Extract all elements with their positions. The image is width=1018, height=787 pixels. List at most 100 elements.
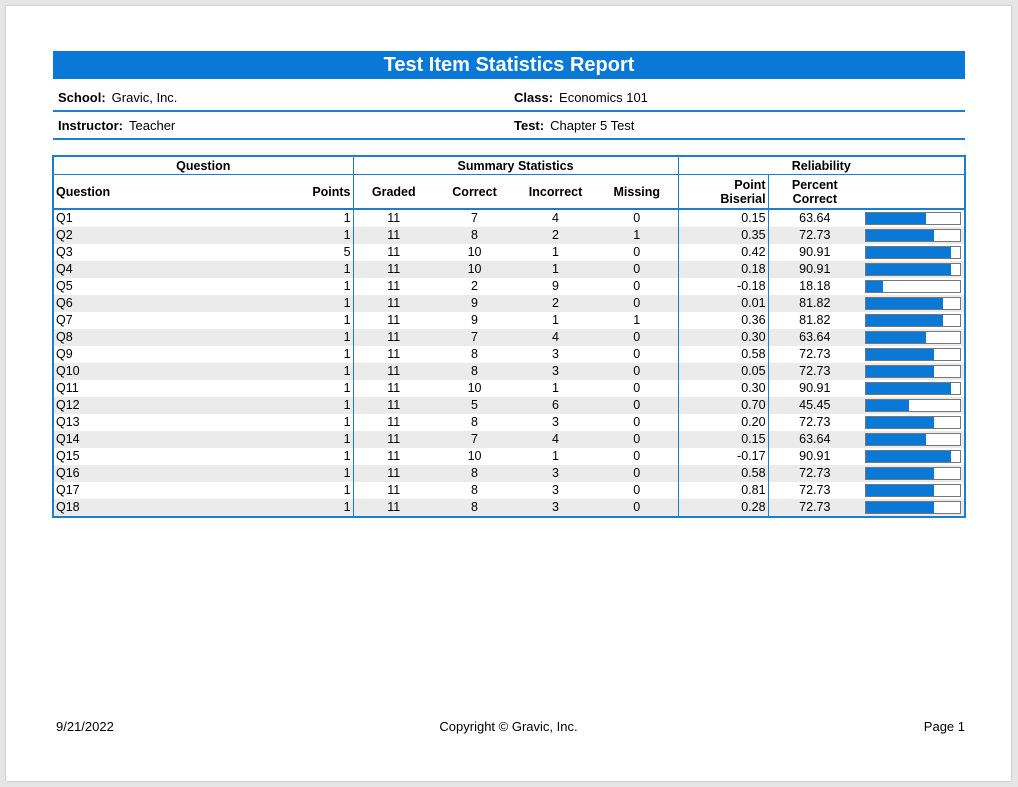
question-cell: Q12 — [53, 397, 273, 414]
question-cell: Q2 — [53, 227, 273, 244]
col-points: Points — [273, 174, 354, 210]
point-biserial-cell: 0.42 — [678, 244, 769, 261]
percent-correct-cell: 90.91 — [799, 449, 831, 463]
table-row: Q12 1 11 5 6 0 0.70 45.45 — [53, 397, 965, 414]
correct-cell: 10 — [467, 245, 482, 259]
point-biserial-cell: 0.01 — [678, 295, 769, 312]
table-row: Q17 1 11 8 3 0 0.81 72.73 — [53, 482, 965, 499]
point-biserial-cell: 0.20 — [678, 414, 769, 431]
point-biserial-cell: 0.30 — [678, 329, 769, 346]
percent-correct-cell: 63.64 — [768, 329, 862, 346]
missing-cell: 0 — [596, 346, 679, 363]
percent-bar — [865, 246, 961, 259]
points-cell: 1 — [273, 227, 354, 244]
col-percent-bar — [861, 174, 965, 210]
table-row: Q13 1 11 8 3 0 0.20 72.73 — [53, 414, 965, 431]
points-cell: 1 — [273, 278, 354, 295]
percent-bar-fill — [866, 383, 952, 394]
question-cell: Q15 — [56, 449, 80, 463]
percent-bar-cell — [861, 227, 965, 244]
points-cell: 1 — [273, 329, 354, 346]
points-cell: 1 — [273, 448, 354, 465]
incorrect-cell: 4 — [552, 211, 559, 225]
percent-bar-fill — [866, 281, 884, 292]
instructor-value: Teacher — [129, 118, 176, 133]
percent-bar-fill — [866, 417, 935, 428]
percent-bar — [865, 263, 961, 276]
missing-cell: 0 — [596, 261, 679, 278]
point-biserial-cell: 0.70 — [678, 397, 769, 414]
correct-cell: 8 — [434, 363, 516, 380]
percent-bar — [865, 501, 961, 514]
question-cell: Q9 — [56, 347, 73, 361]
incorrect-cell: 1 — [552, 449, 559, 463]
points-cell: 1 — [273, 312, 354, 329]
graded-cell: 11 — [387, 449, 401, 463]
correct-cell: 9 — [471, 313, 478, 327]
percent-bar — [865, 450, 961, 463]
question-cell: Q11 — [56, 381, 79, 395]
test-label: Test: — [514, 118, 545, 133]
question-cell: Q14 — [53, 431, 273, 448]
percent-bar — [865, 467, 961, 480]
col-correct: Correct — [434, 174, 516, 210]
percent-correct-cell: 90.91 — [799, 245, 831, 259]
missing-cell: 0 — [596, 414, 679, 431]
question-cell: Q13 — [56, 415, 80, 429]
percent-bar-cell — [861, 244, 965, 261]
percent-bar — [865, 484, 961, 497]
point-biserial-cell: 0.58 — [678, 465, 769, 482]
incorrect-cell: 6 — [515, 397, 597, 414]
correct-cell: 10 — [467, 449, 482, 463]
percent-correct-cell: 72.73 — [768, 363, 862, 380]
col-percent-correct: Percent Correct — [768, 174, 862, 210]
percent-bar-fill — [866, 349, 935, 360]
incorrect-cell: 3 — [515, 465, 597, 482]
graded-cell: 11 — [387, 415, 401, 429]
report-title: Test Item Statistics Report — [53, 51, 965, 79]
footer-copyright: Copyright © Gravic, Inc. — [439, 719, 578, 734]
point-biserial-cell: 0.15 — [678, 431, 769, 448]
percent-bar — [865, 433, 961, 446]
graded-cell: 11 — [353, 363, 435, 380]
points-cell: 1 — [273, 346, 354, 363]
points-cell: 5 — [273, 244, 354, 261]
percent-bar — [865, 297, 961, 310]
instructor-field: Instructor: Teacher — [58, 118, 175, 133]
percent-bar-cell — [861, 312, 965, 329]
question-cell: Q18 — [53, 499, 273, 517]
correct-cell: 8 — [471, 483, 478, 497]
group-reliability: Reliability — [678, 156, 965, 175]
percent-bar-fill — [866, 468, 935, 479]
correct-cell: 8 — [434, 465, 516, 482]
percent-correct-cell: 72.73 — [768, 499, 862, 517]
points-cell: 1 — [273, 414, 354, 431]
percent-bar-cell — [861, 209, 965, 227]
instructor-label: Instructor: — [58, 118, 123, 133]
question-cell: Q4 — [53, 261, 273, 278]
info-row-school-class: School: Gravic, Inc. Class: Economics 101 — [53, 83, 965, 112]
percent-bar-cell — [861, 448, 965, 465]
missing-cell: 1 — [596, 312, 679, 329]
percent-bar-fill — [866, 298, 943, 309]
footer-date: 9/21/2022 — [56, 719, 114, 734]
percent-correct-cell: 63.64 — [799, 211, 831, 225]
missing-cell: 0 — [596, 244, 679, 261]
correct-cell: 7 — [471, 211, 478, 225]
col-point-biserial-line1: Point — [734, 177, 766, 192]
table-row: Q9 1 11 8 3 0 0.58 72.73 — [53, 346, 965, 363]
graded-cell: 11 — [353, 329, 435, 346]
col-percent-correct-line1: Percent — [791, 177, 838, 192]
percent-bar — [865, 382, 961, 395]
table-row: Q16 1 11 8 3 0 0.58 72.73 — [53, 465, 965, 482]
percent-correct-cell: 90.91 — [768, 261, 862, 278]
report-page: Test Item Statistics Report School: Gravi… — [6, 6, 1011, 781]
class-label: Class: — [514, 90, 554, 105]
percent-bar — [865, 331, 961, 344]
percent-bar-cell — [861, 414, 965, 431]
question-cell: Q16 — [53, 465, 273, 482]
percent-correct-cell: 72.73 — [768, 227, 862, 244]
incorrect-cell: 4 — [515, 431, 597, 448]
table-row: Q15 1 11 10 1 0 -0.17 90.91 — [53, 448, 965, 465]
percent-bar-cell — [861, 295, 965, 312]
